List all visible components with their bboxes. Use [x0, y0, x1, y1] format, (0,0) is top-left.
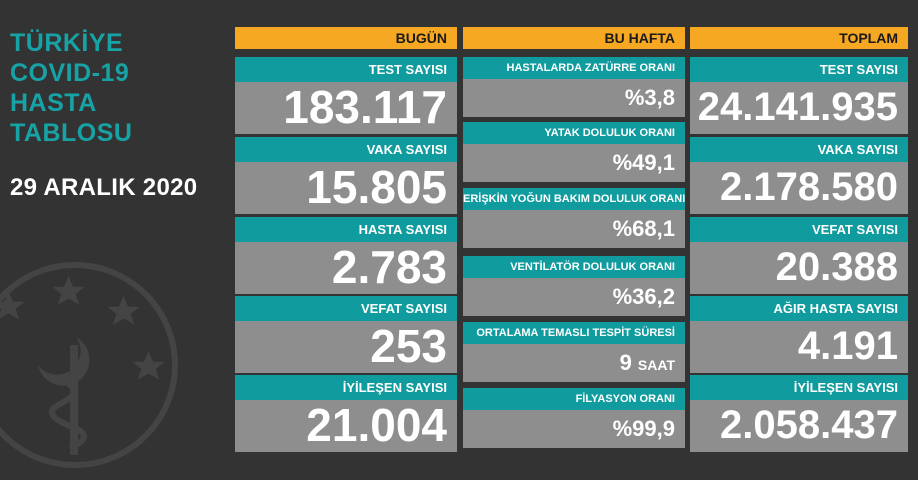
card-value: %68,1 [612, 216, 675, 241]
title-line: HASTA [10, 89, 97, 117]
card-label: HASTALARDA ZATÜRRE ORANI [463, 57, 685, 79]
card-label: ERİŞKİN YOĞUN BAKIM DOLULUK ORANI [463, 188, 685, 210]
card-value: 4.191 [797, 324, 898, 368]
card-label: VAKA SAYISI [690, 137, 908, 162]
card-label: ORTALAMA TEMASLI TESPİT SÜRESİ [463, 322, 685, 344]
card-value: 2.058.437 [720, 403, 898, 447]
today-case-card: VAKA SAYISI 15.805 [235, 137, 457, 214]
card-value: 24.141.935 [697, 85, 898, 129]
card-value: %36,2 [612, 284, 675, 309]
card-label: TEST SAYISI [235, 57, 457, 82]
card-label: AĞIR HASTA SAYISI [690, 296, 908, 321]
total-case-card: VAKA SAYISI 2.178.580 [690, 137, 908, 214]
week-ventilator-card: VENTİLATÖR DOLULUK ORANI %36,2 [463, 256, 685, 316]
card-value: %99,9 [612, 416, 675, 441]
card-value: 21.004 [306, 399, 447, 451]
card-label: VEFAT SAYISI [690, 217, 908, 242]
total-test-card: TEST SAYISI 24.141.935 [690, 57, 908, 134]
total-death-card: VEFAT SAYISI 20.388 [690, 217, 908, 294]
total-recovered-card: İYİLEŞEN SAYISI 2.058.437 [690, 375, 908, 452]
card-label: HASTA SAYISI [235, 217, 457, 242]
card-value: %49,1 [612, 150, 675, 175]
card-label: VENTİLATÖR DOLULUK ORANI [463, 256, 685, 278]
title-line: COVID-19 [10, 59, 130, 87]
card-label: VAKA SAYISI [235, 137, 457, 162]
today-header: BUGÜN [235, 27, 457, 49]
today-death-card: VEFAT SAYISI 253 [235, 296, 457, 373]
today-patient-card: HASTA SAYISI 2.783 [235, 217, 457, 294]
week-header: BU HAFTA [463, 27, 685, 49]
card-label: YATAK DOLULUK ORANI [463, 122, 685, 144]
today-test-card: TEST SAYISI 183.117 [235, 57, 457, 134]
card-label: İYİLEŞEN SAYISI [235, 375, 457, 400]
week-icu-card: ERİŞKİN YOĞUN BAKIM DOLULUK ORANI %68,1 [463, 188, 685, 248]
report-date: 29 ARALIK 2020 [10, 174, 198, 201]
card-label: TEST SAYISI [690, 57, 908, 82]
card-value-number: 9 [619, 350, 632, 375]
today-recovered-card: İYİLEŞEN SAYISI 21.004 [235, 375, 457, 452]
card-label: FİLYASYON ORANI [463, 388, 685, 410]
card-value-unit: SAAT [637, 357, 675, 373]
week-contact-time-card: ORTALAMA TEMASLI TESPİT SÜRESİ 9 SAAT [463, 322, 685, 382]
card-value: 20.388 [775, 245, 898, 289]
week-bed-card: YATAK DOLULUK ORANI %49,1 [463, 122, 685, 182]
card-value: 183.117 [283, 81, 447, 133]
card-value: 9 SAAT [463, 344, 685, 382]
total-column: TOPLAM TEST SAYISI 24.141.935 VAKA SAYIS… [690, 27, 908, 452]
dashboard-title: TÜRKİYE COVID-19 HASTA TABLOSU [10, 28, 132, 148]
card-value: 2.178.580 [720, 165, 898, 209]
card-value: 15.805 [306, 161, 447, 213]
card-value: 253 [370, 320, 447, 372]
card-value: %3,8 [624, 85, 675, 110]
week-column: BU HAFTA HASTALARDA ZATÜRRE ORANI %3,8 Y… [463, 27, 685, 450]
ministry-emblem-icon [0, 262, 178, 468]
title-line: TÜRKİYE [10, 29, 124, 57]
today-column: BUGÜN TEST SAYISI 183.117 VAKA SAYISI 15… [235, 27, 457, 452]
title-line: TABLOSU [10, 119, 133, 147]
card-label: İYİLEŞEN SAYISI [690, 375, 908, 400]
card-label: VEFAT SAYISI [235, 296, 457, 321]
total-critical-card: AĞIR HASTA SAYISI 4.191 [690, 296, 908, 373]
week-pneumonia-card: HASTALARDA ZATÜRRE ORANI %3,8 [463, 57, 685, 117]
card-value: 2.783 [331, 241, 447, 293]
total-header: TOPLAM [690, 27, 908, 49]
week-filiation-card: FİLYASYON ORANI %99,9 [463, 388, 685, 448]
